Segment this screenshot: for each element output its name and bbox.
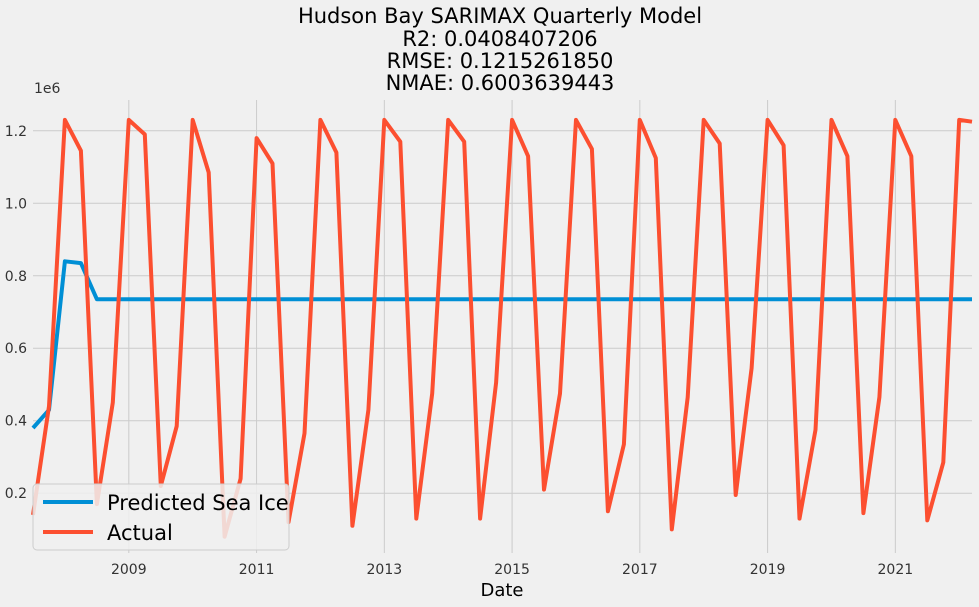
x-tick-label: 2013 bbox=[367, 562, 403, 578]
x-tick-label: 2021 bbox=[878, 562, 914, 578]
x-tick-label: 2017 bbox=[622, 562, 658, 578]
y-tick-label: 0.2 bbox=[5, 486, 27, 502]
grid bbox=[33, 100, 972, 553]
title-line-2: R2: 0.0408407206 bbox=[402, 27, 597, 51]
x-tick-label: 2019 bbox=[750, 562, 786, 578]
legend-label-predicted: Predicted Sea Ice bbox=[107, 491, 289, 515]
y-tick-label: 1.2 bbox=[5, 124, 27, 140]
legend: Predicted Sea Ice Actual bbox=[32, 483, 290, 551]
x-tick-label: 2009 bbox=[111, 562, 147, 578]
title-line-1: Hudson Bay SARIMAX Quarterly Model bbox=[298, 4, 702, 28]
chart-title: Hudson Bay SARIMAX Quarterly Model R2: 0… bbox=[298, 4, 702, 95]
series-line-actual bbox=[31, 117, 973, 539]
title-line-4: NMAE: 0.6003639443 bbox=[386, 71, 615, 95]
legend-box bbox=[32, 483, 290, 551]
y-tick-label: 0.8 bbox=[5, 269, 27, 285]
x-tick-label: 2011 bbox=[239, 562, 275, 578]
y-tick-label: 0.4 bbox=[5, 414, 27, 430]
y-offset-label: 1e6 bbox=[34, 81, 61, 97]
title-line-3: RMSE: 0.1215261850 bbox=[387, 49, 614, 73]
legend-label-actual: Actual bbox=[107, 521, 173, 545]
x-tick-label: 2015 bbox=[494, 562, 530, 578]
series-lines bbox=[31, 117, 973, 539]
tick-labels: 0.2 0.4 0.6 0.8 1.0 1.2 2009 2011 2013 2015 2017 20… bbox=[5, 124, 913, 578]
y-tick-label: 1.0 bbox=[5, 196, 27, 212]
y-tick-label: 0.6 bbox=[5, 341, 27, 357]
x-axis-label: Date bbox=[480, 580, 523, 601]
